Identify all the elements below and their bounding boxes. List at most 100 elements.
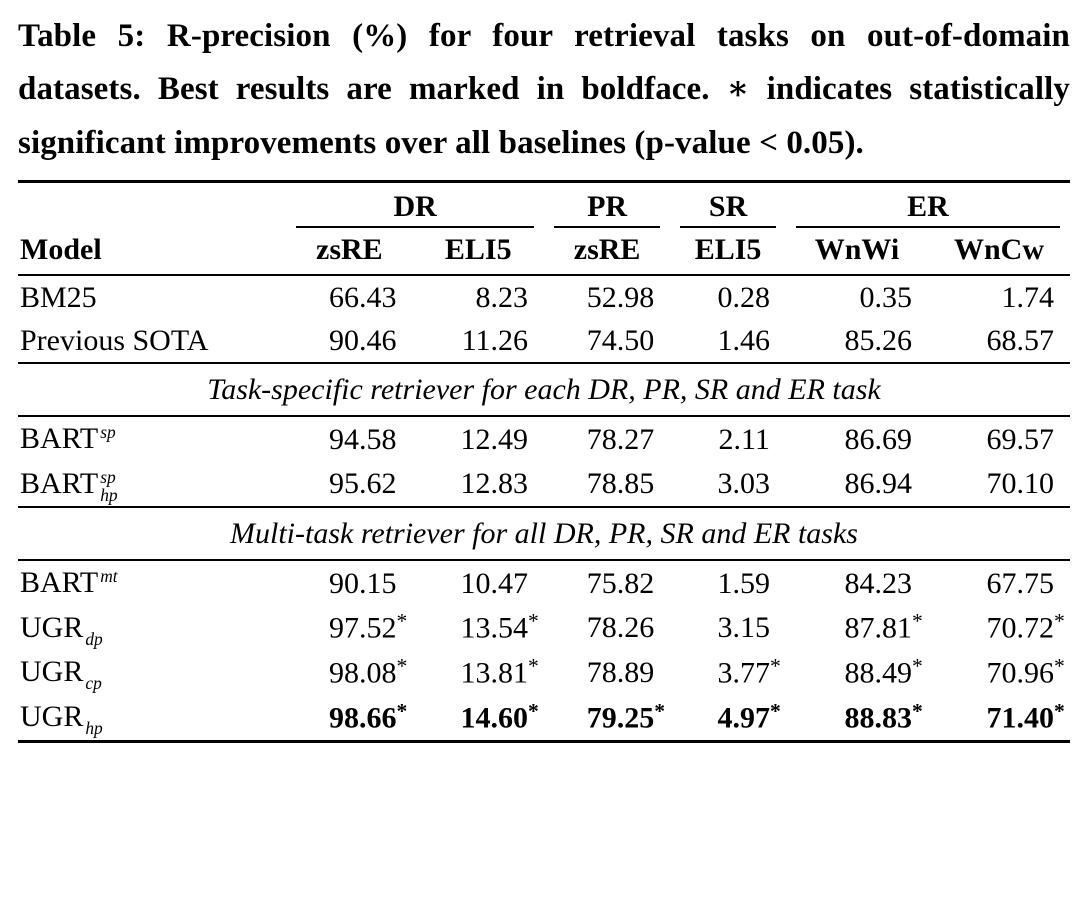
model-subscript: dp <box>85 628 103 649</box>
model-subscript: hp <box>100 484 118 505</box>
model-name: UGR dp <box>18 605 286 650</box>
metric-number: 79.25 <box>586 701 655 735</box>
metric-value: 84.23 <box>786 560 928 605</box>
metric-value: 66.43 <box>286 275 412 319</box>
col-header-pr-zsre: zsRE <box>543 228 671 277</box>
metric-number: 88.49 <box>844 656 912 690</box>
model-script: dp <box>85 612 103 649</box>
metric-number: 3.03 <box>717 467 770 501</box>
section-header-row: Task-specific retriever for each DR, PR,… <box>18 362 1070 418</box>
metric-value: 13.81* <box>460 654 539 690</box>
model-script: hp <box>85 701 102 738</box>
metric-value: 2.11 <box>670 416 786 461</box>
model-superscript: mt <box>100 565 118 586</box>
metric-value: 11.26 <box>412 319 544 363</box>
model-base-label: BART <box>20 422 99 456</box>
metric-number: 70.72 <box>986 612 1055 646</box>
result-row: UGR cp 98.08* 13.81* 78.89 3.77* 88.49* 70.96* <box>18 650 1070 695</box>
col-header-sr-eli5: ELI5 <box>670 228 786 277</box>
metric-value: 75.82 <box>544 560 670 605</box>
section-header-row: Multi-task retriever for all DR, PR, SR … <box>18 506 1070 562</box>
model-script: cp <box>85 656 101 693</box>
metric-number: 94.58 <box>328 423 397 457</box>
model-superscript <box>85 612 102 630</box>
column-group-row: DR PR SR ER <box>18 182 1070 229</box>
model-superscript: sp <box>100 466 116 487</box>
metric-number: 70.96 <box>986 656 1055 690</box>
section-header: Multi-task retriever for all DR, PR, SR … <box>18 506 1070 562</box>
metric-value: 90.15 <box>286 560 412 605</box>
model-name: BART sp hp <box>18 462 286 507</box>
metric-value: 98.66* <box>328 698 408 735</box>
result-row: UGR hp 98.66* 14.60* 79.25* 4.97* 88.83* 71.40* <box>18 695 1070 741</box>
result-row: BM25 66.43 8.23 52.98 0.28 0.35 1.74 <box>18 275 1070 319</box>
table-head: DR PR SR ER Model zsRE ELI5 zsRE ELI5 Wn… <box>18 182 1070 277</box>
table-caption: Table 5: R-precision (%) for four retrie… <box>18 10 1070 170</box>
metric-number: 78.85 <box>586 467 655 501</box>
metric-number: 8.23 <box>475 281 528 315</box>
metric-value: 1.59 <box>670 560 786 605</box>
metric-number: 3.15 <box>717 611 770 645</box>
metric-value: 69.57 <box>928 416 1070 461</box>
group-label: SR <box>680 190 776 229</box>
metric-value: 86.69 <box>786 416 928 461</box>
metric-number: 86.94 <box>844 467 912 501</box>
metric-value: 1.46 <box>670 319 786 363</box>
metric-value: 14.60* <box>460 698 539 735</box>
metric-value: 3.15 <box>670 605 786 650</box>
metric-value: 97.52* <box>328 609 408 646</box>
metric-number: 78.89 <box>586 656 655 690</box>
metric-number: 84.23 <box>844 566 912 600</box>
metric-value: 67.75 <box>928 560 1070 605</box>
metric-number: 68.57 <box>986 324 1055 358</box>
section-header: Task-specific retriever for each DR, PR,… <box>18 362 1070 418</box>
metric-number: 71.40 <box>986 701 1055 735</box>
model-base-label: BM25 <box>20 281 97 315</box>
metric-number: 11.26 <box>461 324 528 358</box>
metric-number: 69.57 <box>986 423 1055 457</box>
metric-number: 14.60 <box>460 701 528 735</box>
caption-text: R-precision (%) for four retrieval tasks… <box>18 18 1070 161</box>
model-name: UGR cp <box>18 650 286 695</box>
col-header-dr-zsre: zsRE <box>286 228 413 277</box>
metric-number: 12.49 <box>460 423 528 457</box>
metric-number: 13.54 <box>460 612 528 646</box>
group-header-sr: SR <box>670 182 786 229</box>
model-column-spacer <box>18 182 286 229</box>
metric-number: 87.81 <box>844 612 912 646</box>
metric-number: 1.46 <box>717 324 770 358</box>
metric-value: 90.46 <box>286 319 412 363</box>
metric-value: 88.83* <box>844 698 923 735</box>
metric-value: 71.40* <box>986 698 1065 735</box>
col-header-er-wncw: WnCw <box>927 228 1070 277</box>
metric-value: 87.81* <box>844 609 923 646</box>
metric-number: 12.83 <box>460 467 528 501</box>
metric-value: 3.77* <box>717 654 781 690</box>
model-script: sp <box>100 423 115 460</box>
metric-number: 88.83 <box>844 701 912 735</box>
metric-value: 86.94 <box>786 462 928 507</box>
model-name: Previous SOTA <box>18 319 286 363</box>
result-row: Previous SOTA 90.46 11.26 74.50 1.46 85.26 68.… <box>18 319 1070 363</box>
result-row: BART mt 90.15 10.47 75.82 1.59 84.23 67.75 <box>18 560 1070 605</box>
metric-value: 79.25* <box>586 698 666 735</box>
metric-number: 2.11 <box>718 423 770 457</box>
model-name: BART mt <box>18 560 286 605</box>
metric-number: 10.47 <box>460 566 528 600</box>
model-subscript: cp <box>85 673 102 694</box>
model-superscript <box>85 701 102 719</box>
metric-value: 74.50 <box>544 319 670 363</box>
metric-value: 78.27 <box>544 416 670 461</box>
metric-value: 85.26 <box>786 319 928 363</box>
metric-number: 86.69 <box>844 423 912 457</box>
metric-number: 67.75 <box>986 566 1055 600</box>
metric-value: 95.62 <box>286 462 412 507</box>
metric-value: 78.89 <box>544 650 670 695</box>
model-base-label: BART <box>20 466 99 500</box>
metric-number: 66.43 <box>328 281 397 315</box>
col-header-er-wnwi: WnWi <box>785 228 928 277</box>
model-script: mt <box>100 567 117 604</box>
group-label: DR <box>296 190 534 229</box>
result-row: BART sp 94.58 12.49 78.27 2.11 86.69 69.57 <box>18 416 1070 461</box>
metric-value: 3.03 <box>670 462 786 507</box>
